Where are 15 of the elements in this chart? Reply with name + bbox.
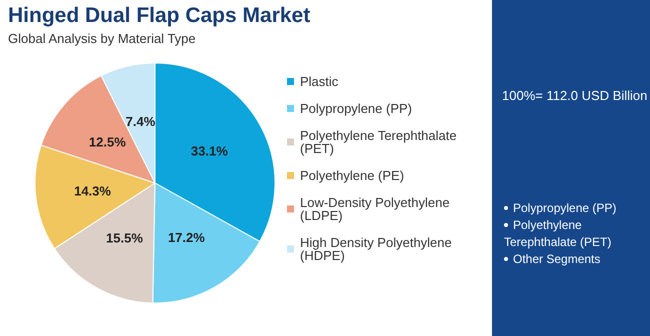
legend-label: High Density Polyethylene (HDPE) bbox=[300, 235, 456, 263]
legend-label: Plastic bbox=[300, 74, 339, 89]
legend-label: Polyethylene (PE) bbox=[300, 168, 404, 183]
info-panel: 100%= 112.0 USD Billion Polypropylene (PP) Polyethylene Terephthalate (PET) Other Segments bbox=[492, 0, 650, 336]
chart-subtitle: Global Analysis by Material Type bbox=[8, 31, 196, 46]
legend-label: Polypropylene (PP) bbox=[300, 101, 412, 116]
data-label: 12.5% bbox=[88, 134, 126, 150]
data-label: 7.4% bbox=[126, 114, 156, 130]
data-label: 14.3% bbox=[74, 184, 112, 199]
legend-label: Low-Density Polyethylene (LDPE) bbox=[300, 195, 454, 223]
legend-label: Polyethylene Terephthalate (PET) bbox=[300, 128, 460, 156]
data-label: 33.1% bbox=[190, 144, 228, 159]
chart-title: Hinged Dual Flap Caps Market bbox=[8, 4, 310, 28]
data-label: 15.5% bbox=[106, 230, 144, 246]
data-label: 17.2% bbox=[168, 230, 206, 246]
